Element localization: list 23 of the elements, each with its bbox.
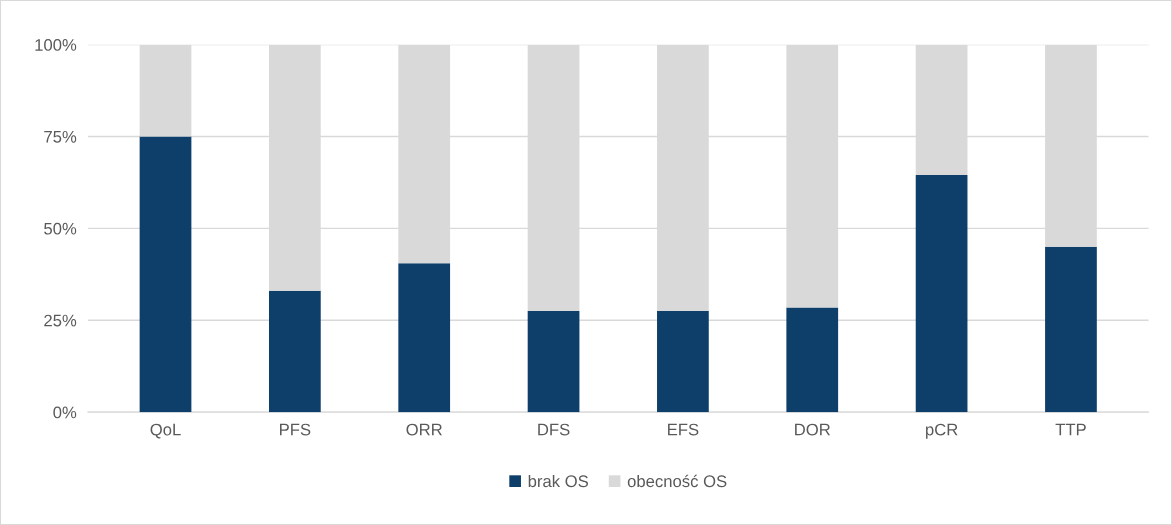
- legend-label: obecność OS: [627, 474, 727, 488]
- legend-label: brak OS: [528, 474, 589, 488]
- x-tick-label: PFS: [280, 423, 311, 436]
- y-tick-label: 50%: [44, 222, 77, 235]
- bar: [1045, 246, 1097, 413]
- x-tick-label: ORR: [406, 423, 442, 436]
- bar: [268, 290, 321, 413]
- y-tick-label: 0%: [53, 406, 77, 419]
- bar: [398, 263, 451, 413]
- y-tick-label: 75%: [44, 130, 77, 143]
- y-tick-label: 25%: [44, 314, 77, 327]
- x-tick-label: pCR: [926, 423, 958, 439]
- x-tick-label: TTP: [1055, 423, 1086, 436]
- x-tick-label: QoL: [150, 423, 181, 439]
- x-tick-label: EFS: [668, 423, 699, 436]
- bar: [915, 175, 968, 413]
- bar: [139, 136, 192, 413]
- bar: [657, 311, 709, 413]
- bar: [786, 307, 839, 413]
- x-tick-label: DFS: [538, 423, 570, 436]
- x-tick-label: DOR: [795, 423, 830, 436]
- y-tick-label: 100%: [35, 39, 77, 51]
- bar: [527, 311, 580, 413]
